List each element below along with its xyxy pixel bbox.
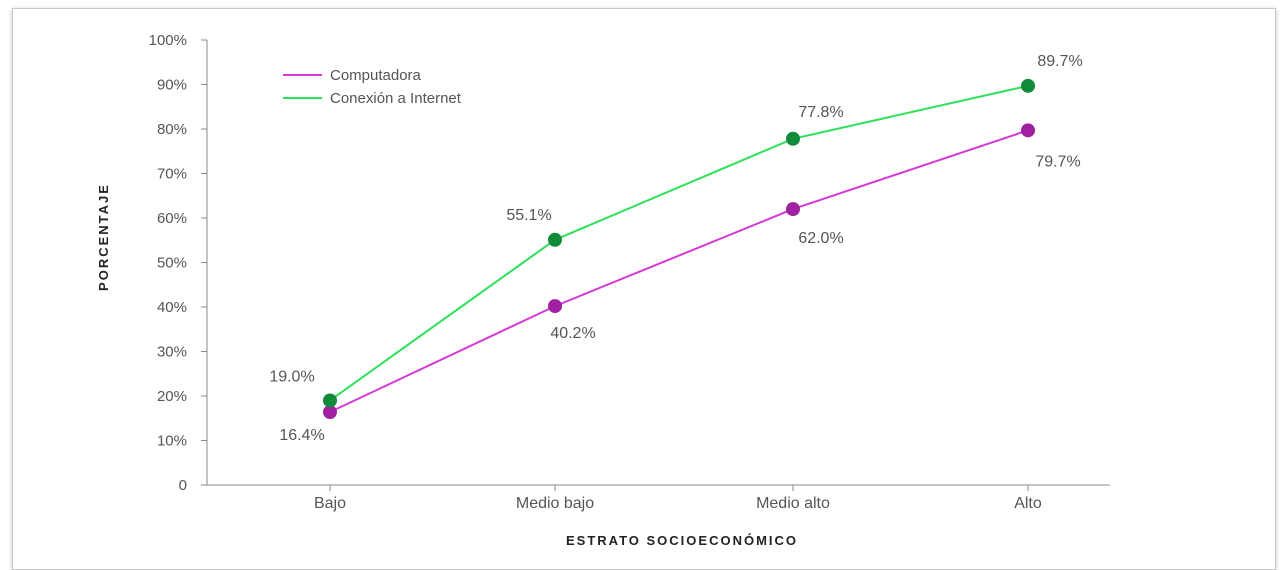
line-chart: 0 10% 20% 30% 40% 50% 60% 70% 80% 90% 100% Bajo Med… (96, 32, 1110, 548)
y-tick-label: 40% (157, 299, 187, 316)
data-point (786, 202, 800, 217)
x-tick-label: Medio alto (756, 495, 830, 512)
data-label: 62.0% (798, 230, 843, 247)
data-point (323, 405, 337, 420)
y-tick-label: 80% (157, 121, 187, 138)
y-tick-label: 60% (157, 210, 187, 227)
data-point (548, 232, 562, 247)
legend-label: Computadora (330, 67, 422, 84)
y-tick-label: 50% (157, 255, 187, 272)
y-tick-label: 10% (157, 433, 187, 450)
legend-label: Conexión a Internet (330, 90, 462, 107)
y-tick-label: 100% (149, 32, 187, 49)
data-label: 55.1% (506, 207, 551, 224)
series-line-internet (329, 84, 1029, 402)
y-tick-label: 30% (157, 344, 187, 361)
x-tick-label: Alto (1014, 495, 1042, 512)
data-label: 79.7% (1035, 153, 1080, 170)
data-label: 77.8% (798, 104, 843, 121)
data-point (1021, 123, 1035, 138)
y-tick-label: 20% (157, 388, 187, 405)
data-point (548, 299, 562, 314)
data-point (1021, 78, 1035, 93)
data-label: 89.7% (1037, 53, 1082, 70)
data-label: 16.4% (279, 427, 324, 444)
data-point (786, 131, 800, 146)
y-tick-label: 70% (157, 166, 187, 183)
data-label: 40.2% (550, 325, 595, 342)
series-line-computadora (329, 129, 1029, 413)
y-tick-label: 0 (179, 477, 187, 494)
x-tick-label: Medio bajo (516, 495, 594, 512)
x-tick-label: Bajo (314, 495, 346, 512)
data-point (323, 393, 337, 408)
x-axis-title: ESTRATO SOCIOECONÓMICO (566, 533, 798, 548)
data-label: 19.0% (269, 368, 314, 385)
y-axis-title: PORCENTAJE (96, 183, 111, 291)
chart-frame (12, 8, 1276, 570)
y-tick-label: 90% (157, 77, 187, 94)
